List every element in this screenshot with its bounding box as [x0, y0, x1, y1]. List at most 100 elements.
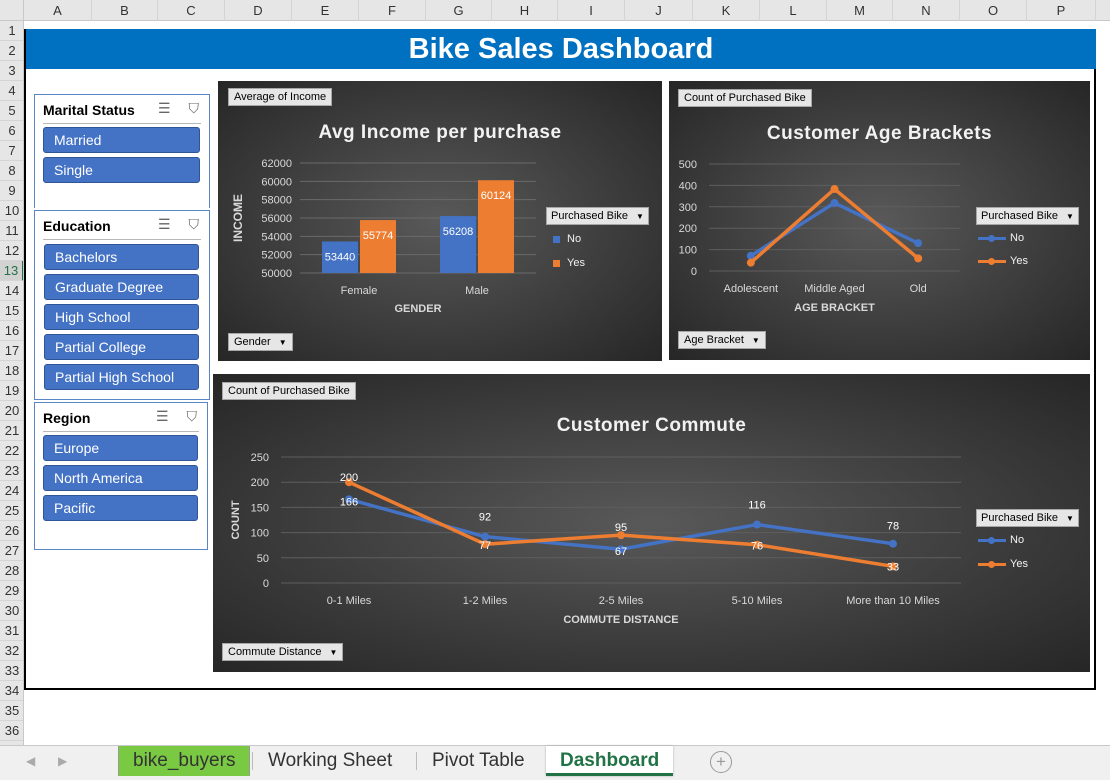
series-line-no[interactable]	[749, 201, 919, 258]
legend-field-button[interactable]: Purchased Bike ▼	[546, 207, 649, 225]
data-point-yes[interactable]	[753, 540, 761, 549]
select-all-corner[interactable]	[0, 0, 24, 21]
slicer-item-bachelors[interactable]: Bachelors	[44, 244, 199, 270]
tab-pivot-table[interactable]: Pivot Table	[432, 750, 525, 771]
data-point-no[interactable]	[345, 495, 353, 504]
column-header[interactable]: J	[625, 0, 693, 21]
row-header[interactable]: 9	[0, 181, 23, 201]
column-header[interactable]: A	[24, 0, 92, 21]
value-field-button[interactable]: Count of Purchased Bike	[678, 89, 812, 107]
row-header[interactable]: 22	[0, 441, 23, 461]
axis-field-button[interactable]: Age Bracket ▼	[678, 331, 766, 349]
slicer-item-married[interactable]: Married	[43, 127, 200, 153]
tab-bike-buyers[interactable]: bike_buyers	[118, 746, 251, 776]
column-header[interactable]: K	[693, 0, 760, 21]
row-header[interactable]: 5	[0, 101, 23, 121]
chart-age[interactable]: Count of Purchased Bike Customer Age Bra…	[669, 81, 1090, 360]
column-header[interactable]: G	[426, 0, 492, 21]
multi-select-icon[interactable]: ☰	[155, 408, 169, 424]
row-header[interactable]: 11	[0, 221, 23, 241]
slicer-marital-status[interactable]: Marital Status ☰ ⛉ Married Single	[34, 94, 210, 208]
data-point-no[interactable]	[914, 239, 923, 248]
row-header[interactable]: 29	[0, 581, 23, 601]
row-header[interactable]: 33	[0, 661, 23, 681]
tab-dashboard[interactable]: Dashboard	[546, 746, 674, 776]
column-header[interactable]: N	[893, 0, 960, 21]
row-header[interactable]: 31	[0, 621, 23, 641]
column-header[interactable]: D	[225, 0, 292, 21]
row-header[interactable]: 8	[0, 161, 23, 181]
column-header[interactable]: H	[492, 0, 558, 21]
slicer-item-partial-college[interactable]: Partial College	[44, 334, 199, 360]
bar-no-female[interactable]	[322, 241, 358, 273]
row-header[interactable]: 3	[0, 61, 23, 81]
slicer-item-north-america[interactable]: North America	[43, 465, 198, 491]
column-header[interactable]: E	[292, 0, 359, 21]
row-header[interactable]: 17	[0, 341, 23, 361]
row-header[interactable]: 23	[0, 461, 23, 481]
row-header[interactable]: 4	[0, 81, 23, 101]
row-header[interactable]: 35	[0, 701, 23, 721]
row-header[interactable]: 6	[0, 121, 23, 141]
row-header[interactable]: 24	[0, 481, 23, 501]
data-point-no[interactable]	[753, 520, 761, 529]
scroll-right-icon[interactable]: ▶	[58, 754, 68, 768]
row-header[interactable]: 20	[0, 401, 23, 421]
row-header[interactable]: 18	[0, 361, 23, 381]
data-point-yes[interactable]	[746, 258, 755, 267]
chart-income[interactable]: Average of Income Avg Income per purchas…	[218, 81, 662, 361]
legend-field-button[interactable]: Purchased Bike ▼	[976, 207, 1079, 225]
axis-field-button[interactable]: Commute Distance ▼	[222, 643, 344, 661]
slicer-item-pacific[interactable]: Pacific	[43, 495, 198, 521]
column-header[interactable]: B	[92, 0, 158, 21]
row-header[interactable]: 10	[0, 201, 23, 221]
slicer-item-europe[interactable]: Europe	[43, 435, 198, 461]
row-header[interactable]: 13	[0, 261, 23, 281]
legend-field-button[interactable]: Purchased Bike ▼	[976, 509, 1079, 527]
row-header[interactable]: 26	[0, 521, 23, 541]
tab-working-sheet[interactable]: Working Sheet	[268, 750, 393, 771]
bar-no-male[interactable]	[440, 216, 476, 273]
data-point-no[interactable]	[830, 198, 839, 207]
bar-yes-female[interactable]	[360, 220, 396, 273]
row-header[interactable]: 27	[0, 541, 23, 561]
data-point-no[interactable]	[889, 539, 897, 548]
data-point-yes[interactable]	[914, 254, 923, 263]
axis-field-button[interactable]: Gender ▼	[228, 333, 293, 351]
column-header[interactable]: I	[558, 0, 625, 21]
row-header[interactable]: 16	[0, 321, 23, 341]
row-header[interactable]: 14	[0, 281, 23, 301]
clear-filter-icon[interactable]: ⛉	[188, 216, 200, 232]
scroll-left-icon[interactable]: ◀	[26, 754, 36, 768]
clear-filter-icon[interactable]: ⛉	[188, 100, 200, 116]
add-sheet-icon[interactable]: +	[710, 751, 732, 773]
row-header[interactable]: 12	[0, 241, 23, 261]
row-header[interactable]: 21	[0, 421, 23, 441]
slicer-item-single[interactable]: Single	[43, 157, 200, 183]
slicer-region[interactable]: Region ☰ ⛉ Europe North America Pacific	[34, 402, 208, 550]
column-header[interactable]: L	[760, 0, 827, 21]
slicer-education[interactable]: Education ☰ ⛉ Bachelors Graduate Degree H…	[34, 210, 210, 400]
slicer-item-partial-high-school[interactable]: Partial High School	[44, 364, 199, 390]
row-header[interactable]: 1	[0, 21, 23, 41]
data-point-yes[interactable]	[617, 531, 625, 540]
column-header[interactable]: C	[158, 0, 225, 21]
multi-select-icon[interactable]: ☰	[157, 100, 171, 116]
row-header[interactable]: 25	[0, 501, 23, 521]
row-header[interactable]: 7	[0, 141, 23, 161]
row-header[interactable]: 15	[0, 301, 23, 321]
column-header[interactable]: P	[1027, 0, 1096, 21]
data-point-yes[interactable]	[481, 540, 489, 549]
data-point-yes[interactable]	[345, 478, 353, 487]
column-header[interactable]: M	[827, 0, 893, 21]
row-header[interactable]: 19	[0, 381, 23, 401]
column-header[interactable]: O	[960, 0, 1027, 21]
column-header[interactable]: F	[359, 0, 426, 21]
value-field-button[interactable]: Count of Purchased Bike	[222, 382, 356, 400]
data-point-no[interactable]	[746, 251, 755, 260]
row-header[interactable]: 30	[0, 601, 23, 621]
data-point-yes[interactable]	[889, 562, 897, 571]
chart-commute[interactable]: Count of Purchased Bike Customer Commute…	[213, 374, 1090, 672]
value-field-button[interactable]: Average of Income	[228, 88, 333, 106]
data-point-no[interactable]	[617, 545, 625, 554]
